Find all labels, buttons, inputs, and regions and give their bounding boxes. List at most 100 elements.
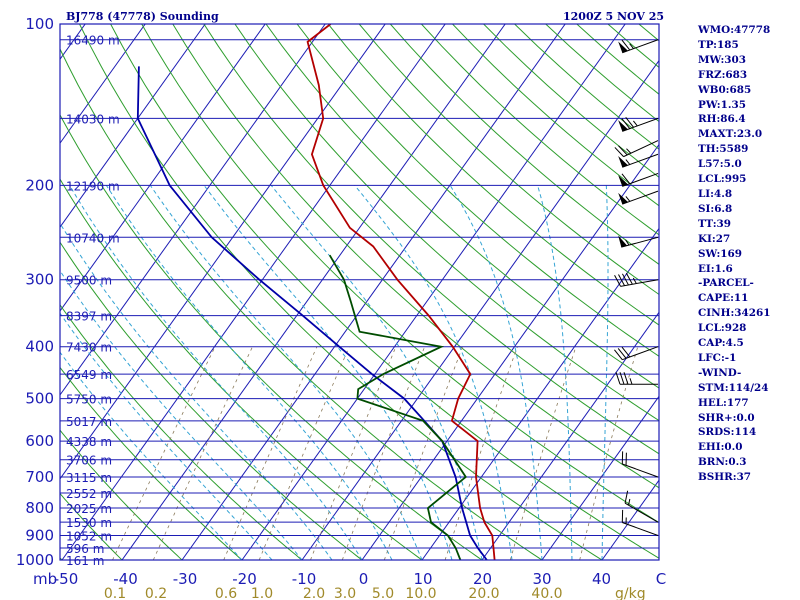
wind-barb-full xyxy=(618,145,628,156)
height-level-label: 14030 m xyxy=(66,112,120,126)
pressure-tick-label: 600 xyxy=(25,432,54,450)
height-level-label: 1052 m xyxy=(66,529,112,543)
wind-barb-half xyxy=(626,148,632,154)
wind-barb-half xyxy=(625,159,631,165)
temperature-tick-label: 20 xyxy=(473,570,492,588)
sounding-index-item: MW:303 xyxy=(698,53,746,66)
sounding-index-item: SHR+:0.0 xyxy=(698,411,755,424)
isotherm-line xyxy=(181,24,566,560)
wind-barb xyxy=(618,235,659,248)
temperature-tick-label: 30 xyxy=(532,570,551,588)
chart-title: BJ778 (47778) Sounding xyxy=(66,10,219,23)
moist-adiabat-line xyxy=(601,185,609,560)
sounding-index-item: EI:1.6 xyxy=(698,262,733,275)
sounding-index-item: SW:169 xyxy=(698,247,742,260)
wind-barb-staff xyxy=(620,279,659,287)
mixing-ratio-line xyxy=(509,346,577,560)
sounding-index-item: PW:1.35 xyxy=(698,98,746,111)
wind-barb-half xyxy=(625,196,631,202)
isotherm-line xyxy=(121,24,506,560)
height-level-label: 16490 m xyxy=(66,34,120,48)
height-level-label: 5750 m xyxy=(66,393,112,407)
wind-barb xyxy=(618,172,659,187)
mixing-ratio-tick-label: 3.0 xyxy=(334,586,356,600)
sounding-index-item: CAPE:11 xyxy=(698,292,749,305)
wind-barb xyxy=(618,190,659,205)
wind-barb xyxy=(624,490,659,523)
height-level-label: 3115 m xyxy=(66,471,112,485)
wind-barb-full xyxy=(624,490,629,504)
height-level-label: 7430 m xyxy=(66,341,112,355)
temperature-tick-label: -30 xyxy=(173,570,198,588)
height-level-label: 8397 m xyxy=(66,310,112,324)
wind-barb-half xyxy=(628,498,631,506)
wind-barb-half xyxy=(625,239,630,246)
height-level-label: 2552 m xyxy=(66,487,112,501)
sounding-index-item: LCL:995 xyxy=(698,173,747,186)
moist-adiabat-line xyxy=(270,185,483,560)
sounding-index-item: SI:6.8 xyxy=(698,202,733,215)
wind-barb-half xyxy=(633,120,638,127)
sounding-index-item: LI:4.8 xyxy=(698,187,733,200)
plot-area xyxy=(60,24,659,560)
wind-barb-staff xyxy=(622,463,659,478)
dewpoint-trace xyxy=(328,254,467,560)
wind-barb xyxy=(618,153,659,168)
sounding-index-item: SRDS:114 xyxy=(698,426,757,439)
height-level-label: 6549 m xyxy=(66,368,112,382)
wind-barb xyxy=(614,272,659,287)
parcel-trace xyxy=(136,66,488,560)
sounding-index-item: STM:114/24 xyxy=(698,381,769,394)
wind-barb-full xyxy=(621,273,629,286)
wind-barb-full xyxy=(621,346,631,358)
isotherm-line xyxy=(61,24,446,560)
wind-barb xyxy=(618,117,659,132)
temperature-tick-label: 0 xyxy=(359,570,369,588)
height-level-label: 5017 m xyxy=(66,415,112,429)
sounding-index-item: EHI:0.0 xyxy=(698,441,743,454)
wind-barb-staff xyxy=(622,39,659,54)
mixing-ratio-line xyxy=(579,346,639,560)
temperature-tick-label: -40 xyxy=(113,570,138,588)
mixing-ratio-tick-label: 20.0 xyxy=(468,586,499,600)
wind-barb-full xyxy=(614,147,624,157)
isotherm-line xyxy=(481,311,659,560)
temperature-tick-label: -10 xyxy=(292,570,317,588)
wind-barb-full xyxy=(618,274,625,286)
wind-barb-staff xyxy=(623,140,659,158)
wind-barb-staff xyxy=(622,346,659,361)
wind-barb-staff xyxy=(622,172,659,187)
isotherm-line xyxy=(60,24,266,312)
mixing-ratio-tick-label: 0.2 xyxy=(145,586,167,600)
wind-barb-half xyxy=(629,378,633,385)
wind-barb-flag xyxy=(618,235,628,248)
isotherm-line xyxy=(541,395,659,560)
wind-barb xyxy=(615,372,658,385)
moist-adiabat-line xyxy=(60,269,303,560)
wind-barb xyxy=(621,451,659,478)
wind-barb-staff xyxy=(622,153,659,168)
temperature-tick-label: -20 xyxy=(232,570,257,588)
isotherm-line xyxy=(421,227,659,560)
mixing-ratio-tick-label: 5.0 xyxy=(372,586,394,600)
pressure-tick-label: 300 xyxy=(25,271,54,289)
chart-time: 1200Z 5 NOV 25 xyxy=(563,10,664,23)
mixing-ratio-line xyxy=(444,346,518,560)
sounding-index-item: WB0:685 xyxy=(698,83,752,96)
wind-barb-full xyxy=(623,372,629,385)
temperature-tick-label: 10 xyxy=(413,570,432,588)
isotherm-line xyxy=(60,24,326,396)
wind-barb-full xyxy=(625,117,634,128)
wind-barb-flag xyxy=(618,120,628,132)
sounding-index-item: WMO:47778 xyxy=(698,24,771,36)
sounding-index-item: MAXT:23.0 xyxy=(698,128,763,141)
sounding-index-item: KI:27 xyxy=(698,232,731,245)
mixing-ratio-tick-label: 40.0 xyxy=(531,586,562,600)
wind-barb-staff xyxy=(622,522,659,536)
sounding-indices-panel: WMO:47778 TP:185 MW:303 FRZ:683 WB0:685 PW:1.… xyxy=(698,23,770,485)
wind-barb-full xyxy=(621,173,631,184)
pressure-tick-label: 900 xyxy=(25,526,54,544)
wind-barb-full xyxy=(621,39,631,51)
mixing-ratio-line xyxy=(112,346,216,560)
